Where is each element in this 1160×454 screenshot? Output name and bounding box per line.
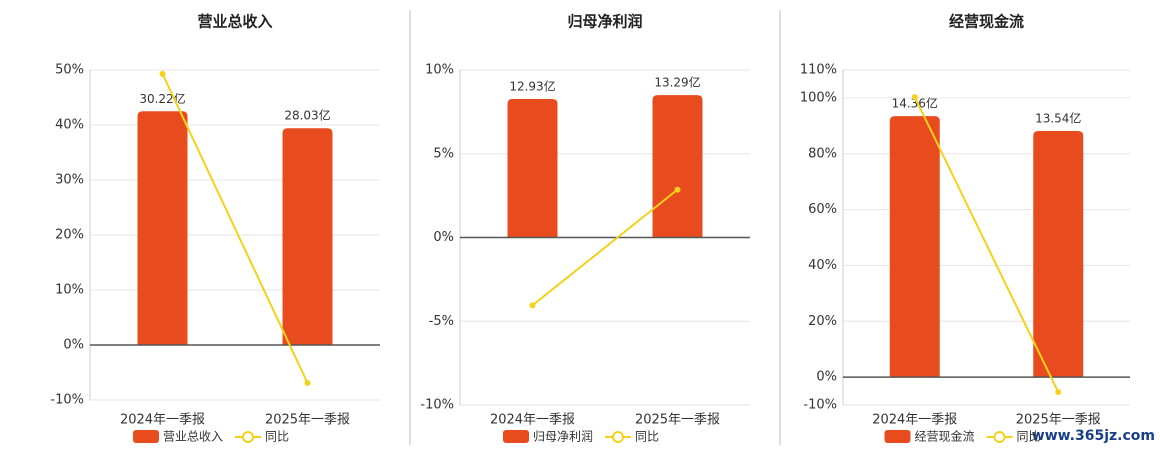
legend-marker: [612, 431, 624, 443]
line-point: [159, 70, 166, 77]
y-tick-label: 110%: [800, 63, 837, 78]
line-point: [304, 379, 311, 386]
chart-title: 经营现金流: [949, 13, 1024, 31]
value-label: 14.36亿: [892, 96, 938, 111]
y-tick-label: 30%: [55, 173, 84, 188]
line-point: [529, 302, 536, 309]
y-tick-label: 10%: [55, 283, 84, 298]
y-tick-label: 50%: [55, 63, 84, 78]
value-label: 13.29亿: [654, 75, 700, 90]
y-tick-label: 40%: [55, 118, 84, 133]
legend-marker: [242, 431, 254, 443]
bar: [889, 116, 940, 378]
y-tick-label: 5%: [433, 146, 454, 161]
y-tick-label: -5%: [429, 314, 454, 329]
line: [531, 188, 679, 307]
line: [913, 96, 1060, 393]
legend-swatch: [884, 430, 911, 443]
y-tick-label: -10%: [50, 393, 84, 408]
legend-label: 经营现金流: [915, 429, 975, 444]
line: [161, 73, 309, 384]
chart-title: 营业总收入: [197, 13, 272, 31]
line-point: [1055, 389, 1062, 396]
y-tick-label: -10%: [803, 398, 837, 413]
y-tick-label: 0%: [433, 230, 454, 245]
x-tick-label: 2024年一季报: [120, 413, 205, 428]
value-label: 12.93亿: [509, 78, 555, 93]
y-tick-label: 20%: [55, 228, 84, 243]
y-tick-label: 100%: [800, 90, 837, 105]
y-tick-label: 40%: [808, 258, 837, 273]
x-tick-label: 2024年一季报: [872, 413, 957, 428]
legend-label: 同比: [265, 430, 289, 444]
y-tick-label: 0%: [816, 370, 837, 385]
y-tick-label: 80%: [808, 146, 837, 161]
legend-label: 营业总收入: [163, 430, 223, 444]
bar: [1033, 130, 1084, 378]
bar: [652, 95, 703, 238]
x-tick-label: 2024年一季报: [490, 413, 575, 428]
legend-marker: [993, 431, 1006, 443]
bar: [137, 111, 188, 345]
value-label: 28.03亿: [284, 108, 330, 123]
legend-label: 同比: [1017, 430, 1041, 444]
legend-swatch: [503, 430, 529, 443]
legend-label: 归母净利润: [533, 430, 593, 444]
y-tick-label: 60%: [808, 202, 837, 217]
line-point: [911, 94, 918, 101]
watermark: www.365jz.com: [1032, 428, 1155, 444]
value-label: 30.22亿: [139, 91, 185, 106]
legend-swatch: [133, 430, 159, 443]
chart-title: 归母净利润: [567, 13, 642, 31]
value-label: 13.54亿: [1035, 110, 1081, 125]
y-tick-label: 20%: [808, 314, 837, 329]
x-tick-label: 2025年一季报: [635, 413, 720, 428]
y-tick-label: 10%: [425, 63, 454, 78]
y-tick-label: 0%: [63, 338, 84, 353]
y-tick-label: -10%: [420, 398, 454, 413]
bar: [507, 98, 558, 238]
x-tick-label: 2025年一季报: [1016, 413, 1101, 428]
legend-label: 同比: [635, 430, 659, 444]
line-point: [674, 186, 681, 193]
x-tick-label: 2025年一季报: [265, 413, 350, 428]
bar: [282, 128, 333, 345]
